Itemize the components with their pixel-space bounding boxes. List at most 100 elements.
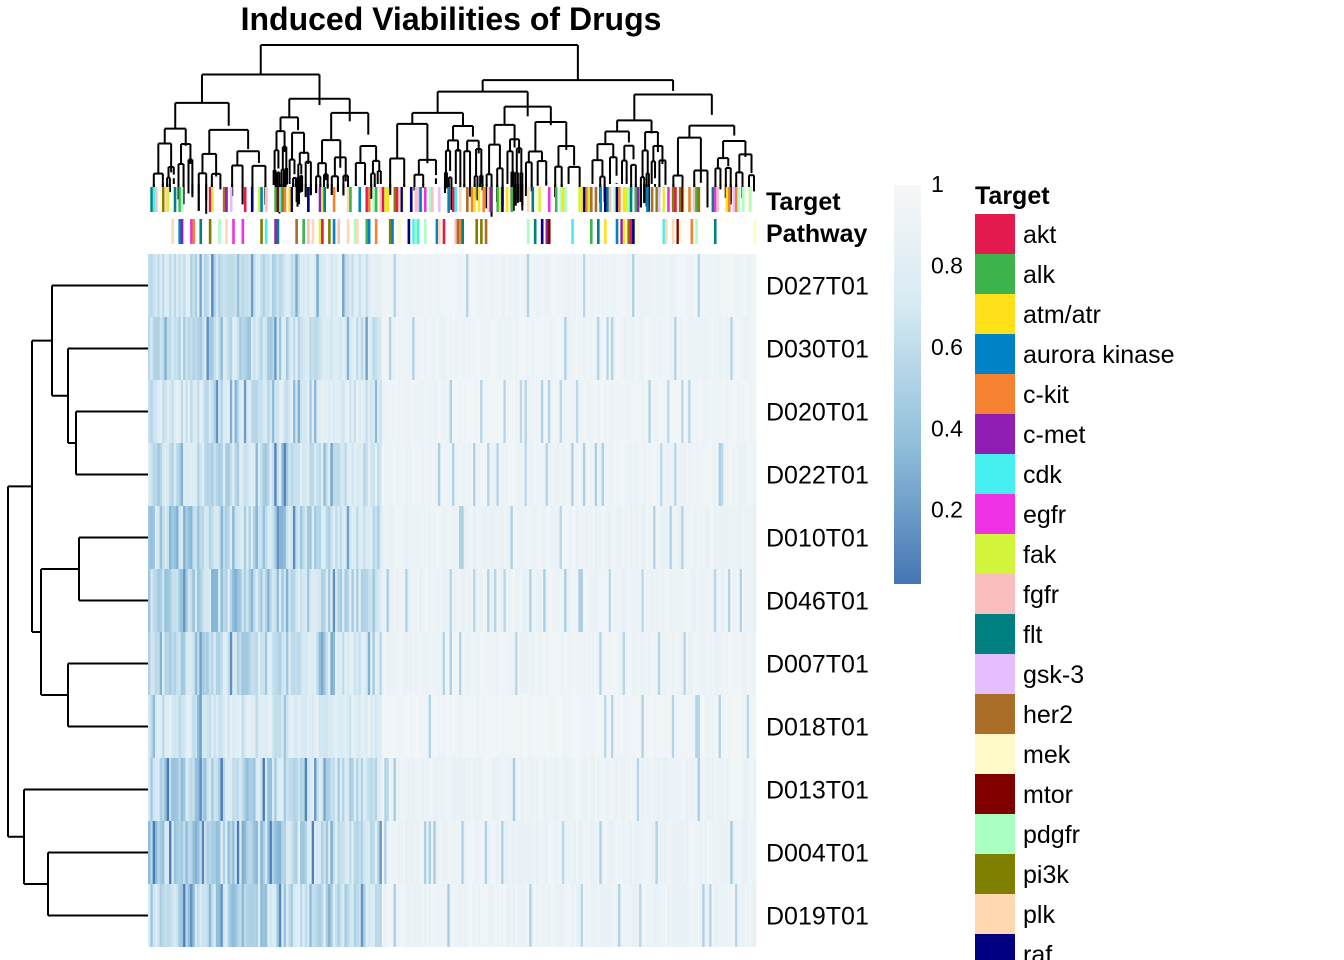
heatmap-cell (435, 380, 439, 443)
heatmap-cell (482, 632, 486, 695)
heatmap-cell (222, 758, 226, 821)
heatmap-cell (557, 254, 560, 317)
heatmap-cell (477, 695, 481, 758)
heatmap-cell (229, 254, 233, 317)
heatmap-cell (739, 884, 743, 947)
heatmap-cell (407, 758, 411, 821)
heatmap-cell (496, 254, 500, 317)
heatmap-cell (250, 506, 254, 569)
heatmap-cell (512, 632, 516, 695)
heatmap-cell (430, 695, 434, 758)
heatmap-cell (739, 506, 743, 569)
heatmap-cell (192, 821, 196, 884)
heatmap-cell (288, 380, 291, 443)
heatmap-cell (601, 317, 605, 380)
heatmap-cell (529, 254, 532, 317)
heatmap-cell (171, 569, 175, 632)
heatmap-cell (152, 821, 156, 884)
heatmap-cell (393, 254, 397, 317)
heatmap-cell (159, 254, 163, 317)
heatmap-cell (227, 254, 231, 317)
heatmap-cell (468, 380, 472, 443)
heatmap-cell (152, 758, 156, 821)
heatmap-cell (639, 632, 642, 695)
heatmap-cell (407, 632, 411, 695)
heatmap-cell (606, 380, 609, 443)
heatmap-cell (330, 254, 334, 317)
heatmap-cell (197, 506, 200, 569)
legend-swatch (975, 854, 1015, 894)
heatmap-cell (314, 632, 317, 695)
heatmap-cell (685, 380, 689, 443)
heatmap-cell (573, 884, 577, 947)
heatmap-cell (554, 632, 558, 695)
pathway-annotation-cell (318, 219, 322, 244)
heatmap-cell (501, 695, 504, 758)
heatmap-cell (554, 821, 558, 884)
heatmap-cell (552, 695, 556, 758)
heatmap-cell (148, 758, 151, 821)
heatmap-cell (620, 632, 624, 695)
heatmap-cell (218, 821, 221, 884)
heatmap-cell (480, 695, 483, 758)
heatmap-cell (307, 317, 310, 380)
heatmap-cell (669, 569, 673, 632)
heatmap-cell (314, 443, 317, 506)
heatmap-cell (321, 443, 324, 506)
heatmap-cell (545, 821, 549, 884)
heatmap-cell (533, 758, 537, 821)
heatmap-cell (466, 569, 469, 632)
heatmap-cell (620, 506, 624, 569)
heatmap-cell (278, 506, 282, 569)
heatmap-cell (473, 317, 476, 380)
heatmap-cell (398, 254, 401, 317)
heatmap-cell (573, 380, 577, 443)
heatmap-cell (276, 569, 280, 632)
heatmap-cell (587, 569, 591, 632)
heatmap-cell (447, 506, 450, 569)
heatmap-cell (307, 695, 310, 758)
heatmap-cell (267, 317, 270, 380)
heatmap-cell (274, 632, 277, 695)
heatmap-cell (580, 254, 584, 317)
heatmap-cell (243, 506, 247, 569)
heatmap-cell (283, 569, 287, 632)
heatmap-cell (746, 695, 750, 758)
heatmap-cell (489, 380, 493, 443)
heatmap-cell (384, 569, 387, 632)
heatmap-cell (524, 695, 528, 758)
heatmap-cell (730, 506, 733, 569)
heatmap-cell (604, 758, 607, 821)
heatmap-cell (477, 380, 481, 443)
heatmap-cell (587, 317, 591, 380)
heatmap-cell (568, 380, 572, 443)
heatmap-cell (578, 506, 581, 569)
pathway-annotation-cell (629, 219, 633, 244)
heatmap-cell (461, 632, 464, 695)
heatmap-cell (344, 821, 348, 884)
heatmap-cell (452, 758, 455, 821)
heatmap-cell (332, 758, 336, 821)
heatmap-cell (353, 758, 357, 821)
heatmap-cell (540, 443, 544, 506)
heatmap-cell (540, 506, 544, 569)
heatmap-cell (561, 569, 565, 632)
heatmap-cell (173, 380, 177, 443)
heatmap-cell (498, 695, 502, 758)
legend-label: raf (1023, 941, 1052, 960)
heatmap-cell (620, 821, 624, 884)
heatmap-cell (723, 632, 726, 695)
heatmap-cell (660, 380, 663, 443)
heatmap-cell (297, 821, 301, 884)
heatmap-cell (190, 317, 193, 380)
heatmap-cell (363, 443, 366, 506)
heatmap-cell (550, 317, 553, 380)
heatmap-cell (545, 758, 549, 821)
heatmap-cell (646, 695, 649, 758)
heatmap-cell (508, 380, 511, 443)
heatmap-cell (718, 758, 722, 821)
heatmap-cell (737, 569, 740, 632)
heatmap-cell (692, 632, 696, 695)
heatmap-cell (611, 506, 614, 569)
heatmap-cell (367, 695, 371, 758)
